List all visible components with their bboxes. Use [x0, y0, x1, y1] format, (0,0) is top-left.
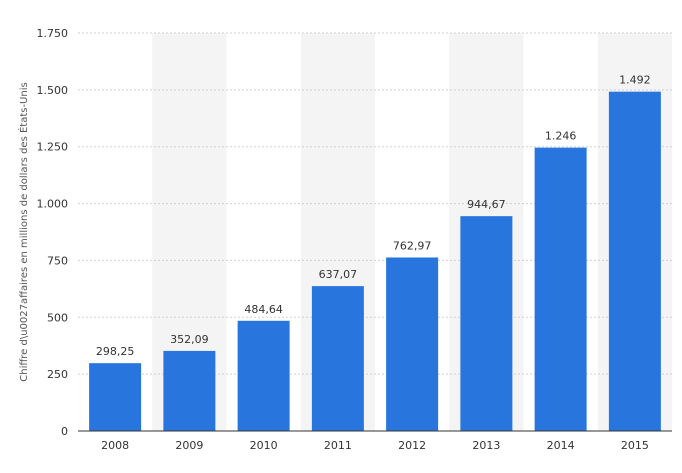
- bar: [608, 91, 661, 431]
- x-tick-label: 2011: [324, 439, 352, 452]
- y-tick-label: 1.000: [37, 198, 69, 211]
- x-axis-ticks: 2008 2009 2010 2011 2012 2013 2014 2015: [101, 439, 649, 452]
- data-label: 637,07: [319, 268, 358, 281]
- y-tick-label: 250: [47, 368, 68, 381]
- y-tick-label: 1.250: [37, 141, 69, 154]
- y-tick-label: 1.750: [37, 27, 69, 40]
- y-tick-label: 750: [47, 254, 68, 267]
- bar: [237, 320, 290, 431]
- bars: [89, 91, 661, 431]
- x-tick-label: 2012: [398, 439, 426, 452]
- data-label: 944,67: [467, 198, 506, 211]
- x-tick-label: 2009: [175, 439, 203, 452]
- data-label: 762,97: [393, 239, 432, 252]
- x-tick-label: 2010: [250, 439, 278, 452]
- y-tick-label: 1.500: [37, 84, 69, 97]
- gridlines: [78, 32, 672, 375]
- y-tick-label: 0: [61, 425, 68, 438]
- x-tick-label: 2008: [101, 439, 129, 452]
- x-tick-label: 2013: [472, 439, 500, 452]
- y-axis-ticks: 0 250 500 750 1.000 1.250 1.500 1.750: [37, 27, 69, 438]
- bar: [460, 216, 513, 431]
- data-label: 1.246: [545, 130, 577, 143]
- x-tick-label: 2014: [547, 439, 575, 452]
- y-axis-label: Chiffre d\u0027affaires en millions de d…: [17, 82, 30, 381]
- data-label: 1.492: [619, 74, 651, 87]
- bar: [163, 350, 216, 431]
- x-tick-label: 2015: [621, 439, 649, 452]
- bar: [89, 363, 142, 431]
- bar: [386, 257, 439, 431]
- data-label: 298,25: [96, 345, 135, 358]
- bar: [534, 147, 587, 431]
- data-labels: 298,25 352,09 484,64 637,07 762,97 944,67 1.24…: [96, 74, 651, 358]
- data-label: 352,09: [170, 333, 209, 346]
- data-label: 484,64: [244, 303, 283, 316]
- bar: [311, 286, 364, 431]
- y-tick-label: 500: [47, 311, 68, 324]
